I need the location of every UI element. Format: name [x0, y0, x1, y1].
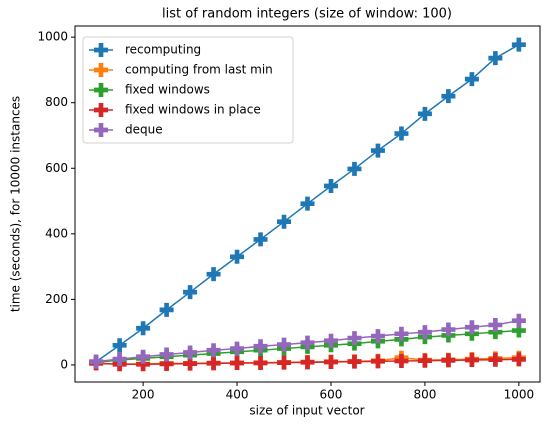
- marker: [136, 357, 151, 372]
- legend-label: fixed windows: [125, 83, 210, 97]
- marker: [230, 341, 245, 356]
- marker: [136, 349, 151, 364]
- marker: [370, 354, 385, 369]
- marker: [441, 353, 456, 368]
- marker: [183, 356, 198, 371]
- marker: [347, 354, 362, 369]
- legend-marker: [94, 103, 108, 117]
- y-tick-label: 200: [45, 292, 68, 306]
- marker: [417, 325, 432, 340]
- marker: [464, 353, 479, 368]
- legend-box: [82, 36, 294, 144]
- marker: [488, 352, 503, 367]
- marker: [300, 355, 315, 370]
- marker: [370, 143, 385, 158]
- legend-marker: [94, 63, 108, 77]
- marker: [159, 347, 174, 362]
- marker: [464, 320, 479, 335]
- legend-label: recomputing: [125, 43, 201, 57]
- x-tick-label: 400: [226, 388, 249, 402]
- marker: [323, 333, 338, 348]
- marker: [253, 232, 268, 247]
- marker: [206, 267, 221, 282]
- marker: [511, 313, 526, 328]
- y-tick-label: 0: [60, 357, 68, 371]
- marker: [230, 355, 245, 370]
- marker: [488, 51, 503, 66]
- marker: [511, 37, 526, 52]
- legend-marker: [94, 83, 108, 97]
- marker: [183, 345, 198, 360]
- marker: [300, 335, 315, 350]
- x-axis-label: size of input vector: [249, 404, 364, 418]
- y-tick-label: 800: [45, 95, 68, 109]
- marker: [394, 326, 409, 341]
- marker: [511, 323, 526, 338]
- marker: [370, 329, 385, 344]
- marker: [300, 196, 315, 211]
- marker: [277, 337, 292, 352]
- marker: [159, 302, 174, 317]
- chart-title: list of random integers (size of window:…: [162, 7, 452, 22]
- marker: [323, 178, 338, 193]
- legend-marker: [94, 123, 108, 137]
- x-tick-label: 800: [413, 388, 436, 402]
- marker: [89, 354, 104, 369]
- marker: [277, 355, 292, 370]
- marker: [511, 352, 526, 367]
- legend-label: computing from last min: [125, 63, 273, 77]
- marker: [347, 161, 362, 176]
- marker: [417, 106, 432, 121]
- marker: [441, 322, 456, 337]
- legend-marker: [94, 43, 108, 57]
- marker: [277, 214, 292, 229]
- marker: [441, 89, 456, 104]
- x-tick-label: 1000: [504, 388, 535, 402]
- marker: [394, 126, 409, 141]
- marker: [159, 356, 174, 371]
- legend-label: fixed windows in place: [125, 103, 261, 117]
- legend-label: deque: [125, 123, 163, 137]
- marker: [206, 343, 221, 358]
- marker: [488, 317, 503, 332]
- marker: [253, 339, 268, 354]
- marker: [347, 331, 362, 346]
- marker: [230, 249, 245, 264]
- plot-frame: [74, 25, 541, 383]
- y-axis-label: time (seconds), for 10000 instances: [9, 96, 23, 312]
- marker: [488, 325, 503, 340]
- marker: [136, 321, 151, 336]
- marker: [464, 72, 479, 87]
- marker: [183, 285, 198, 300]
- x-tick-label: 600: [320, 388, 343, 402]
- marker: [112, 352, 127, 367]
- marker: [394, 354, 409, 369]
- marker: [112, 338, 127, 353]
- y-tick-label: 1000: [37, 30, 68, 44]
- marker: [323, 355, 338, 370]
- marker: [417, 353, 432, 368]
- marker: [253, 355, 268, 370]
- marker: [206, 356, 221, 371]
- x-tick-label: 200: [132, 388, 155, 402]
- y-tick-label: 400: [45, 226, 68, 240]
- y-tick-label: 600: [45, 161, 68, 175]
